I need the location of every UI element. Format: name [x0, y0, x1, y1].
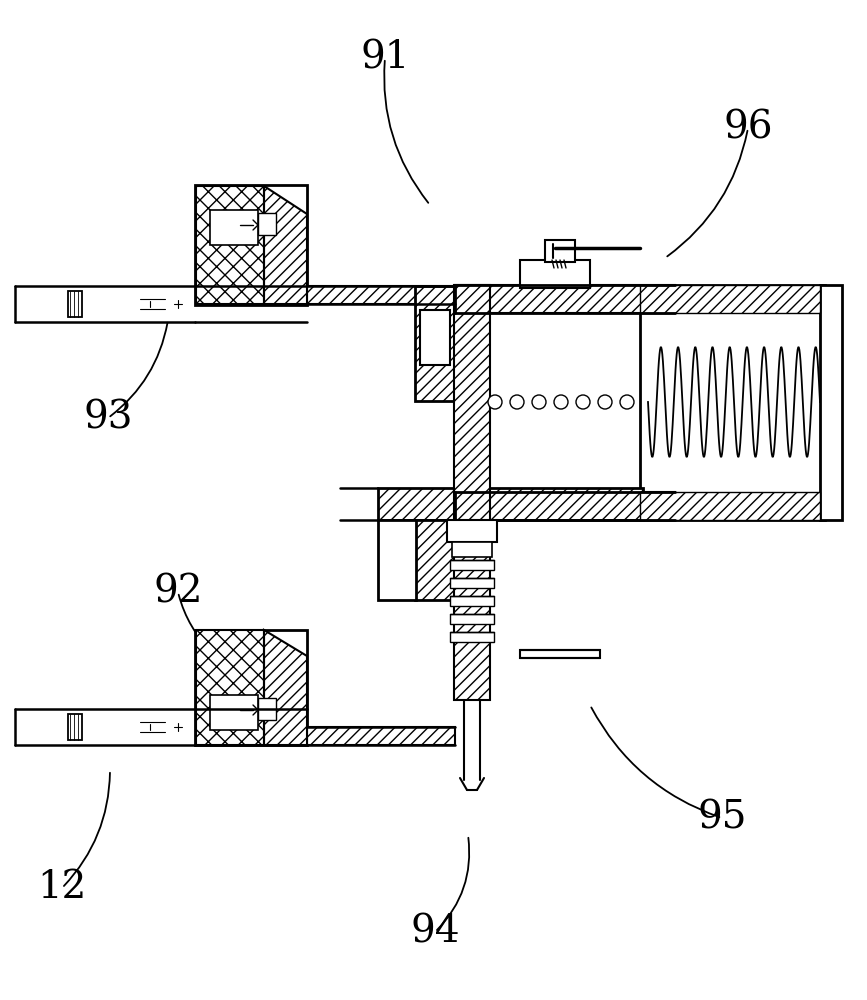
Circle shape [598, 395, 612, 409]
Bar [378, 488, 643, 520]
Text: 93: 93 [83, 399, 133, 436]
Bar [455, 285, 675, 313]
Bar [307, 286, 455, 304]
Bar [68, 714, 82, 740]
Bar [640, 285, 825, 520]
Circle shape [554, 395, 568, 409]
Bar [450, 614, 494, 624]
Circle shape [532, 395, 546, 409]
Circle shape [488, 395, 502, 409]
Bar [210, 695, 258, 730]
Bar [258, 698, 276, 720]
Text: 95: 95 [697, 800, 746, 836]
Bar [420, 310, 450, 365]
Bar [450, 632, 494, 642]
Bar [520, 260, 590, 288]
Bar [450, 560, 494, 570]
Bar [378, 520, 416, 600]
Bar [415, 286, 457, 401]
Circle shape [510, 395, 524, 409]
Bar [545, 240, 575, 262]
Bar [415, 520, 457, 600]
Bar [455, 492, 675, 520]
Polygon shape [264, 186, 307, 304]
Bar [454, 285, 490, 700]
Bar [447, 520, 497, 542]
Bar [452, 542, 492, 557]
Bar [450, 578, 494, 588]
Circle shape [576, 395, 590, 409]
Bar [520, 650, 600, 658]
Text: 96: 96 [723, 109, 772, 146]
Bar [195, 185, 307, 305]
Bar [195, 630, 307, 745]
Circle shape [620, 395, 634, 409]
Text: 94: 94 [410, 914, 460, 950]
Bar [455, 330, 485, 358]
Bar [68, 291, 82, 317]
Text: 92: 92 [153, 574, 203, 610]
Bar [196, 631, 264, 744]
Text: 12: 12 [37, 869, 87, 906]
Bar [210, 210, 258, 245]
Polygon shape [264, 630, 307, 745]
Bar [640, 492, 820, 520]
Bar [258, 213, 276, 235]
Bar [640, 285, 820, 313]
Text: 91: 91 [361, 39, 410, 77]
Bar [820, 285, 842, 520]
Bar [196, 186, 264, 304]
Bar [307, 727, 455, 745]
Bar [450, 596, 494, 606]
